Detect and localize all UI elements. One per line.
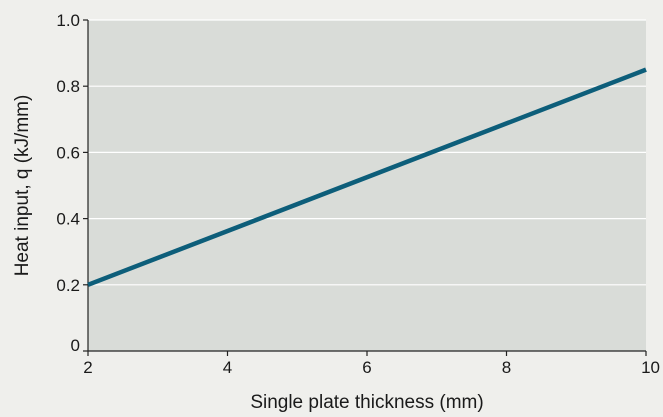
gridlines: [88, 19, 646, 286]
x-tick-label: 10: [641, 358, 660, 377]
series-line: [87, 67, 647, 287]
y-tick-label: 0.6: [56, 143, 80, 162]
x-tick-labels: 2 4 6 8 10: [83, 351, 660, 377]
y-tick-label: 0.4: [56, 210, 80, 229]
x-tick-label: 2: [83, 358, 92, 377]
x-tick-label: 8: [502, 358, 511, 377]
y-tick-label: 0.8: [56, 77, 80, 96]
y-tick-labels: 0 0.2 0.4 0.6 0.8 1.0: [56, 11, 88, 355]
y-tick-label: 1.0: [56, 11, 80, 30]
series-group: [87, 67, 647, 287]
y-tick-label: 0: [71, 336, 80, 355]
y-tick-label: 0.2: [56, 276, 80, 295]
y-axis-title: Heat input, q (kJ/mm): [12, 95, 33, 277]
x-tick-label: 4: [223, 358, 232, 377]
x-axis-title: Single plate thickness (mm): [250, 392, 483, 413]
x-tick-label: 6: [362, 358, 371, 377]
plot-area: [88, 20, 646, 351]
